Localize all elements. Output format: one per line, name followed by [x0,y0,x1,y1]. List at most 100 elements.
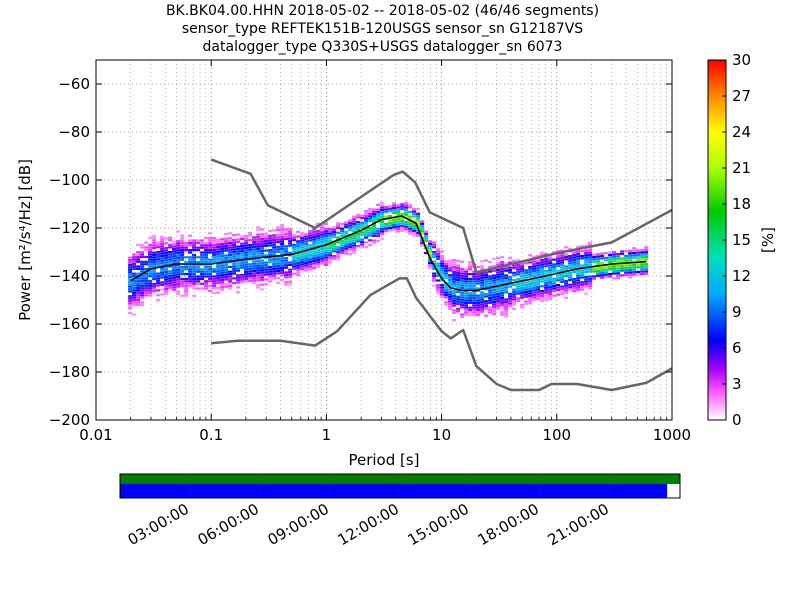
heatmap-cell [336,250,341,254]
heatmap-cell [644,258,649,261]
heatmap-cell [328,235,333,238]
heatmap-cell [316,229,321,233]
heatmap-cell [452,290,457,293]
heatmap-cell [588,258,593,261]
heatmap-cell [312,255,317,258]
heatmap-cell [400,203,405,206]
heatmap-cell [456,264,461,267]
heatmap-cell [268,270,273,273]
heatmap-cell [316,237,321,240]
heatmap-cell [456,271,461,274]
heatmap-cell [528,261,533,264]
heatmap-cell [220,259,225,262]
heatmap-cell [360,240,365,244]
heatmap-cell [440,286,445,289]
heatmap-cell [380,211,385,214]
heatmap-cell [596,262,601,265]
heatmap-cell [492,276,497,280]
heatmap-cell [280,245,285,248]
heatmap-cell [168,243,173,246]
new-high-noise-model-line [210,158,672,274]
heatmap-cell [336,258,341,261]
heatmap-cell [256,259,261,263]
heatmap-cell [608,258,613,261]
heatmap-cell [196,275,201,278]
heatmap-cell [428,266,433,269]
heatmap-cell [492,300,497,304]
heatmap-cell [236,257,241,260]
heatmap-cell [240,245,245,248]
heatmap-cell [472,270,477,273]
heatmap-cell [176,268,181,271]
heatmap-cell [532,274,537,277]
heatmap-cell [556,274,561,277]
heatmap-cell [236,255,241,258]
heatmap-cell [612,255,617,258]
heatmap-cell [636,249,641,252]
heatmap-cell [512,307,517,310]
heatmap-cell [508,304,513,307]
heatmap-cell [148,272,153,275]
heatmap-cell [256,264,261,267]
heatmap-cell [208,251,213,254]
heatmap-cell [300,234,305,237]
heatmap-cell [492,264,497,268]
heatmap-cell [204,249,209,252]
heatmap-cell [148,275,153,278]
heatmap-cell [488,277,493,280]
heatmap-cell [144,272,149,275]
heatmap-cell [176,239,181,243]
heatmap-cell [476,265,481,268]
heatmap-cell [492,257,497,260]
heatmap-cell [528,294,533,298]
heatmap-cell [620,274,625,277]
heatmap-cell [548,281,553,284]
heatmap-cell [516,258,521,262]
heatmap-cell [480,303,485,306]
heatmap-cell [476,304,481,307]
heatmap-cell [468,313,473,316]
heatmap-cell [308,253,313,256]
heatmap-cell [548,269,553,272]
heatmap-cell [444,289,449,292]
heatmap-cell [464,277,469,280]
heatmap-cell [260,276,265,279]
heatmap-cell [452,268,457,271]
heatmap-cell [256,247,261,251]
heatmap-cell [248,243,253,247]
heatmap-cell [348,219,353,222]
heatmap-cell [168,275,173,278]
heatmap-cell [128,299,133,303]
heatmap-cell [148,236,153,239]
heatmap-cell [156,241,161,244]
heatmap-cell [560,285,565,288]
heatmap-cell [380,206,385,209]
heatmap-cell [532,279,537,282]
heatmap-cell [588,277,593,280]
heatmap-cell [164,278,169,281]
heatmap-cell [288,263,293,266]
heatmap-cell [416,231,421,235]
heatmap-cell [196,277,201,280]
heatmap-cell [604,266,609,269]
heatmap-cell [568,276,573,279]
heatmap-cell [280,235,285,238]
heatmap-cell [604,273,609,276]
heatmap-cell [412,212,417,216]
heatmap-cell [284,228,289,231]
heatmap-cell [444,265,449,268]
heatmap-cell [576,253,581,256]
heatmap-cell [620,252,625,255]
heatmap-cell [432,246,437,249]
heatmap-cell [568,283,573,286]
heatmap-cell [452,297,457,300]
heatmap-cell [284,247,289,250]
heatmap-cell [612,267,617,270]
heatmap-cell [628,264,633,267]
heatmap-cell [192,258,197,261]
heatmap-cell [252,245,257,249]
heatmap-cell [540,280,545,283]
heatmap-cell [328,232,333,235]
heatmap-cell [452,311,457,314]
heatmap-cell [544,284,549,287]
